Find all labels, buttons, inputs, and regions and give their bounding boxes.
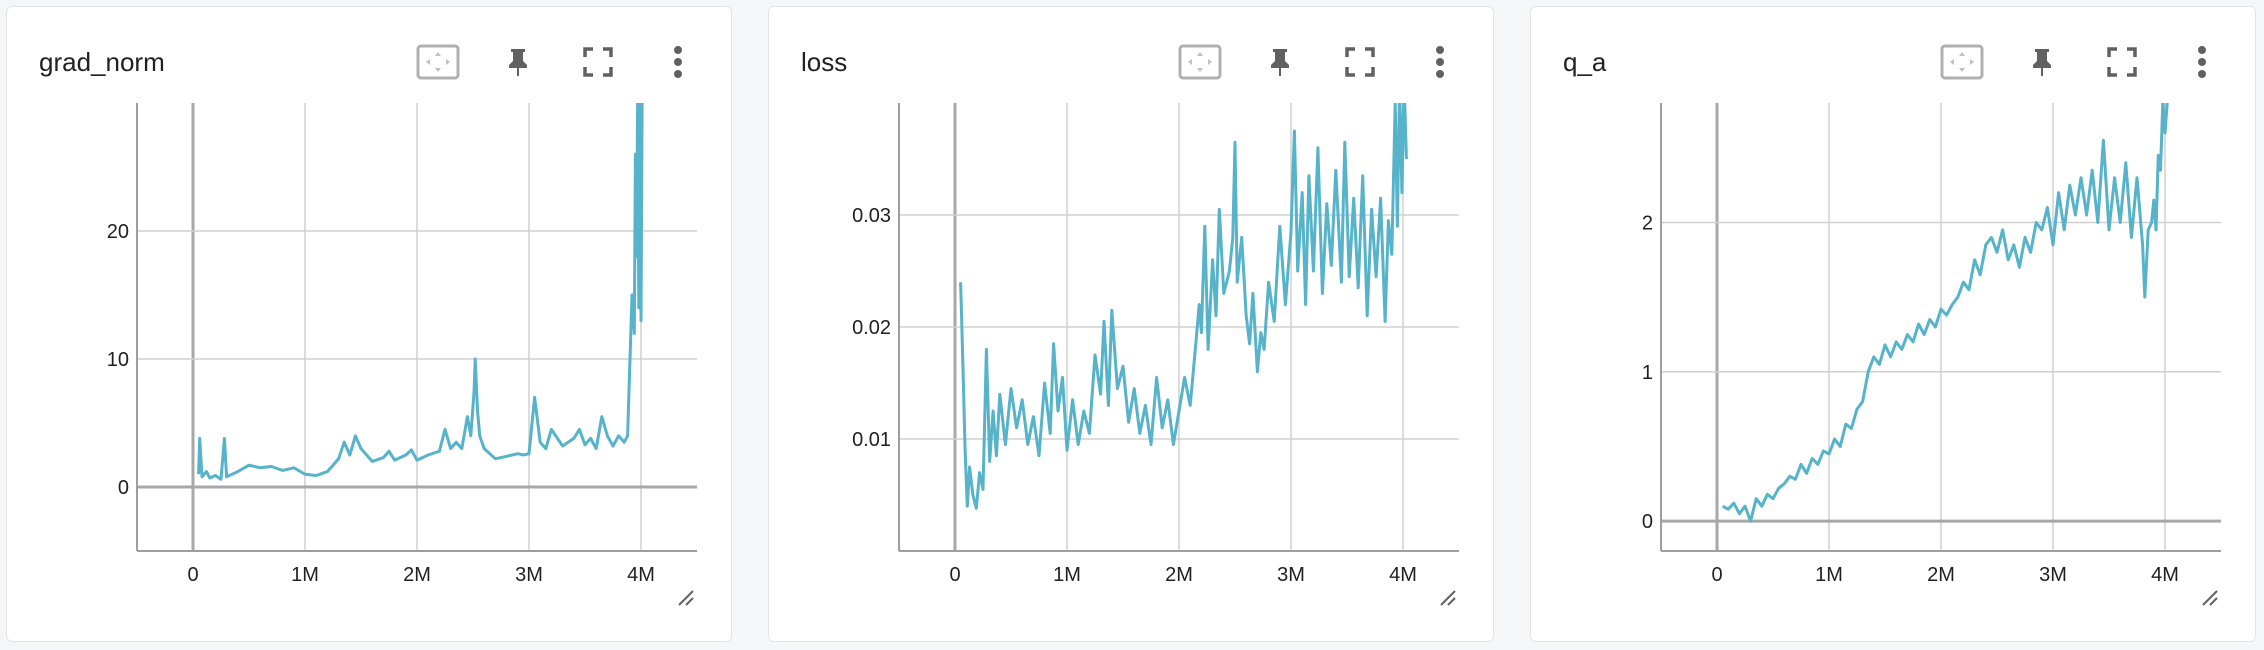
- fullscreen-icon: [2107, 47, 2137, 77]
- chart-card-loss: loss 0 1M 2M 3M 4M 0.01 0.02 0.03: [768, 6, 1494, 642]
- x-tick-label: 2M: [1927, 564, 1955, 586]
- plot-area: 0 1M 2M 3M 4M 0.01 0.02 0.03: [852, 103, 1459, 586]
- chart-title: grad_norm: [39, 47, 165, 77]
- fit-domain-icon: [416, 44, 460, 80]
- fit-domain-button[interactable]: [1177, 39, 1223, 85]
- x-tick-label: 1M: [1815, 564, 1843, 586]
- more-options-button[interactable]: [1417, 39, 1463, 85]
- x-tick-label: 4M: [627, 564, 655, 586]
- y-tick-label: 20: [107, 221, 129, 243]
- x-tick-label: 3M: [515, 564, 543, 586]
- series-line: [959, 103, 1408, 510]
- x-tick-label: 0: [1711, 564, 1722, 586]
- y-tick-label: 0: [118, 477, 129, 499]
- resize-handle-icon[interactable]: [2201, 589, 2219, 607]
- chart-card-grad-norm: grad_norm 0 1M 2M 3M 4M 0 10 20: [6, 6, 732, 642]
- resize-handle-icon[interactable]: [1439, 589, 1457, 607]
- plot-area: 0 1M 2M 3M 4M 0 1 2: [1642, 103, 2221, 586]
- x-tick-label: 3M: [2039, 564, 2067, 586]
- y-tick-label: 0.02: [852, 317, 891, 339]
- x-tick-label: 4M: [2151, 564, 2179, 586]
- more-vert-icon: [2198, 46, 2206, 78]
- pin-button[interactable]: [495, 39, 541, 85]
- y-tick-label: 0: [1642, 511, 1653, 533]
- x-tick-label: 3M: [1277, 564, 1305, 586]
- y-tick-label: 2: [1642, 212, 1653, 234]
- x-tick-label: 2M: [403, 564, 431, 586]
- y-tick-label: 0.01: [852, 429, 891, 451]
- x-tick-label: 1M: [1053, 564, 1081, 586]
- x-tick-label: 2M: [1165, 564, 1193, 586]
- fit-domain-button[interactable]: [415, 39, 461, 85]
- y-tick-label: 10: [107, 349, 129, 371]
- chart-title: q_a: [1563, 47, 1607, 77]
- y-tick-label: 1: [1642, 362, 1653, 384]
- chart-card-q-a: q_a 0 1M 2M 3M 4M 0 1 2: [1530, 6, 2256, 642]
- pin-button[interactable]: [2019, 39, 2065, 85]
- fullscreen-button[interactable]: [575, 39, 621, 85]
- pin-button[interactable]: [1257, 39, 1303, 85]
- fullscreen-icon: [1345, 47, 1375, 77]
- pin-icon: [2033, 49, 2051, 76]
- more-vert-icon: [1436, 46, 1444, 78]
- fit-domain-icon: [1940, 44, 1984, 80]
- pin-icon: [509, 49, 527, 76]
- x-tick-label: 0: [949, 564, 960, 586]
- x-tick-label: 1M: [291, 564, 319, 586]
- chart-title: loss: [801, 47, 848, 77]
- fullscreen-button[interactable]: [2099, 39, 2145, 85]
- more-vert-icon: [674, 46, 682, 78]
- resize-handle-icon[interactable]: [677, 589, 695, 607]
- plot-area: 0 1M 2M 3M 4M 0 10 20: [107, 103, 697, 586]
- pin-icon: [1271, 49, 1289, 76]
- fit-domain-icon: [1178, 44, 1222, 80]
- fit-domain-button[interactable]: [1939, 39, 1985, 85]
- y-tick-label: 0.03: [852, 205, 891, 227]
- more-options-button[interactable]: [2179, 39, 2225, 85]
- x-tick-label: 4M: [1389, 564, 1417, 586]
- fullscreen-icon: [583, 47, 613, 77]
- fullscreen-button[interactable]: [1337, 39, 1383, 85]
- series-line: [197, 103, 644, 481]
- x-tick-label: 0: [187, 564, 198, 586]
- more-options-button[interactable]: [655, 39, 701, 85]
- series-line: [1721, 103, 2169, 523]
